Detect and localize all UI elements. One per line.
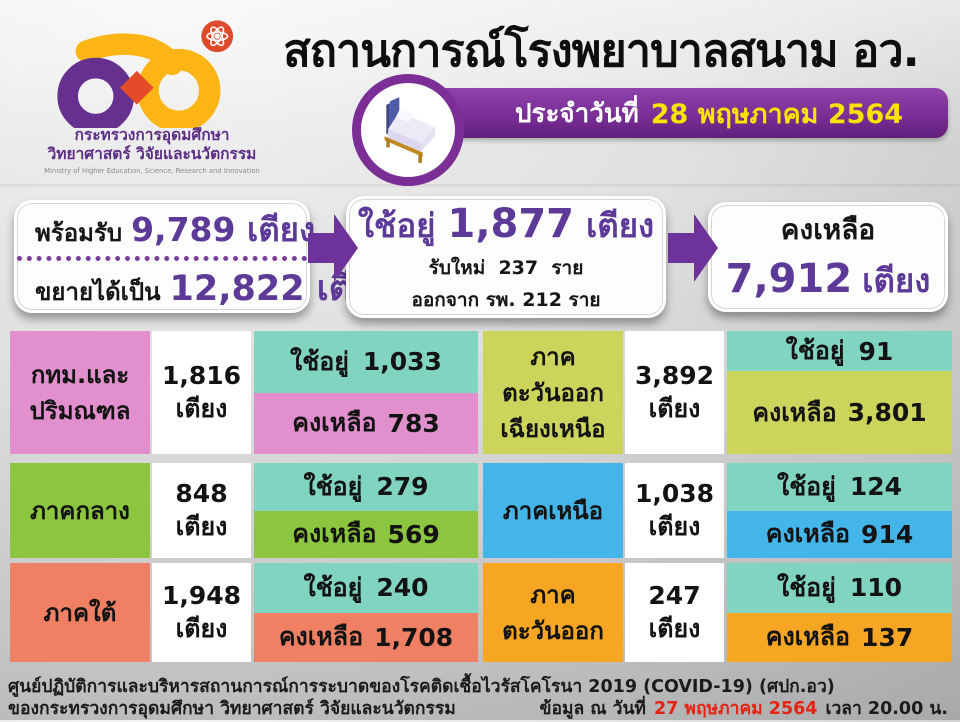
region-total-box: 848 เตียง (152, 463, 251, 558)
region-name-box: ภาคกลาง (10, 463, 150, 558)
dotted-divider (17, 256, 307, 261)
region-name-box: กทม.และ ปริมณฑล (10, 331, 150, 454)
region-remaining-box: คงเหลือ 1,708 (254, 612, 478, 662)
footer-org-line1: ศูนย์ปฏิบัติการและบริหารสถานการณ์การระบา… (8, 677, 835, 697)
page-title: สถานการณ์โรงพยาบาลสนาม อว. (283, 24, 919, 77)
region-name: ภาคกลาง (30, 496, 130, 525)
region-name: ภาค ตะวันออก เฉียงเหนือ (500, 342, 606, 443)
region-in-use-box: ใช้อยู่ 240 (254, 563, 478, 613)
region-row-south: ภาคใต้ 1,948 เตียง ใช้อยู่ 240 คงเหลือ 1,7… (10, 563, 478, 662)
region-name-box: ภาค ตะวันออก เฉียงเหนือ (483, 331, 623, 454)
region-remaining-box: คงเหลือ 783 (254, 392, 478, 454)
data-asof-date: 27 พฤษภาคม 2564 (653, 699, 818, 719)
region-in-use-box: ใช้อยู่ 91 (727, 331, 952, 371)
in-use-beds-card: ใช้อยู่ 1,877 เตียง รับใหม่ 237 ราย ออกจ… (346, 196, 666, 318)
region-remaining-box: คงเหลือ 569 (254, 510, 478, 558)
region-total-box: 1,816 เตียง (152, 331, 251, 454)
footer-org-line2: ของกระทรวงการอุดมศึกษา วิทยาศาสตร์ วิจัย… (8, 699, 456, 719)
remaining-label: คงเหลือ (780, 212, 876, 246)
region-in-use-box: ใช้อยู่ 124 (727, 463, 952, 511)
region-remaining-box: คงเหลือ 3,801 (727, 371, 952, 454)
region-row-bkk: กทม.และ ปริมณฑล 1,816 เตียง ใช้อยู่ 1,033… (10, 331, 478, 454)
region-name-box: ภาคเหนือ (483, 463, 623, 558)
region-name: ภาคใต้ (43, 598, 117, 627)
region-name: ภาค ตะวันออก (502, 580, 604, 645)
ready-beds-card: พร้อมรับ 9,789 เตียง ขยายได้เป็น 12,822 … (14, 200, 389, 313)
region-total-box: 247 เตียง (625, 563, 724, 662)
ready-value: 9,789 เตียง (131, 210, 316, 249)
region-row-north: ภาคเหนือ 1,038 เตียง ใช้อยู่ 124 คงเหลือ 9… (483, 463, 952, 558)
bed-badge (352, 74, 464, 186)
region-total-box: 3,892 เตียง (625, 331, 724, 454)
region-total-box: 1,038 เตียง (625, 463, 724, 558)
region-in-use-box: ใช้อยู่ 110 (727, 563, 952, 613)
ready-label: พร้อมรับ (35, 219, 123, 247)
region-in-use-box: ใช้อยู่ 279 (254, 463, 478, 511)
region-in-use-box: ใช้อยู่ 1,033 (254, 331, 478, 393)
ministry-name-en: Ministry of Higher Education, Science, R… (44, 166, 260, 175)
region-name-box: ภาคใต้ (10, 563, 150, 662)
ministry-name: กระทรวงการอุดมศึกษา วิทยาศาสตร์ วิจัยและ… (28, 126, 276, 175)
ministry-name-th-2: วิทยาศาสตร์ วิจัยและนวัตกรรม (47, 145, 257, 164)
region-name: ภาคเหนือ (502, 496, 604, 525)
date-banner-prefix: ประจำวันที่ (514, 98, 639, 129)
atom-icon (201, 20, 234, 53)
region-remaining-box: คงเหลือ 914 (727, 510, 952, 558)
in-use-headline: ใช้อยู่ 1,877 เตียง (357, 201, 655, 248)
bed-icon (384, 97, 435, 163)
footer-data-asof: ข้อมูล ณ วันที่ 27 พฤษภาคม 2564 เวลา 20.… (539, 694, 948, 722)
expand-label: ขยายได้เป็น (35, 278, 161, 306)
region-name-box: ภาค ตะวันออก (483, 563, 623, 662)
region-row-central: ภาคกลาง 848 เตียง ใช้อยู่ 279 คงเหลือ 569 (10, 463, 478, 558)
discharged: ออกจาก รพ. 212 ราย (411, 288, 601, 311)
region-total-box: 1,948 เตียง (152, 563, 251, 662)
region-row-east: ภาค ตะวันออก 247 เตียง ใช้อยู่ 110 คงเหลื… (483, 563, 952, 662)
date-banner: ประจำวันที่ 28 พฤษภาคม 2564 (408, 88, 948, 138)
remaining-beds-card: คงเหลือ 7,912 เตียง (708, 202, 948, 312)
mhesi-logo (57, 20, 234, 128)
remaining-value: 7,912 เตียง (725, 255, 931, 302)
region-row-northeast: ภาค ตะวันออก เฉียงเหนือ 3,892 เตียง ใช้อ… (483, 331, 952, 454)
region-remaining-box: คงเหลือ 137 (727, 612, 952, 662)
new-admissions: รับใหม่ 237 ราย (428, 257, 584, 280)
date-banner-value: 28 พฤษภาคม 2564 (650, 98, 904, 130)
data-asof-prefix: ข้อมูล ณ วันที่ (539, 699, 646, 719)
ministry-name-th-1: กระทรวงการอุดมศึกษา (74, 126, 230, 144)
data-asof-time: เวลา 20.00 น. (825, 699, 948, 719)
region-name: กทม.และ ปริมณฑล (29, 360, 131, 425)
